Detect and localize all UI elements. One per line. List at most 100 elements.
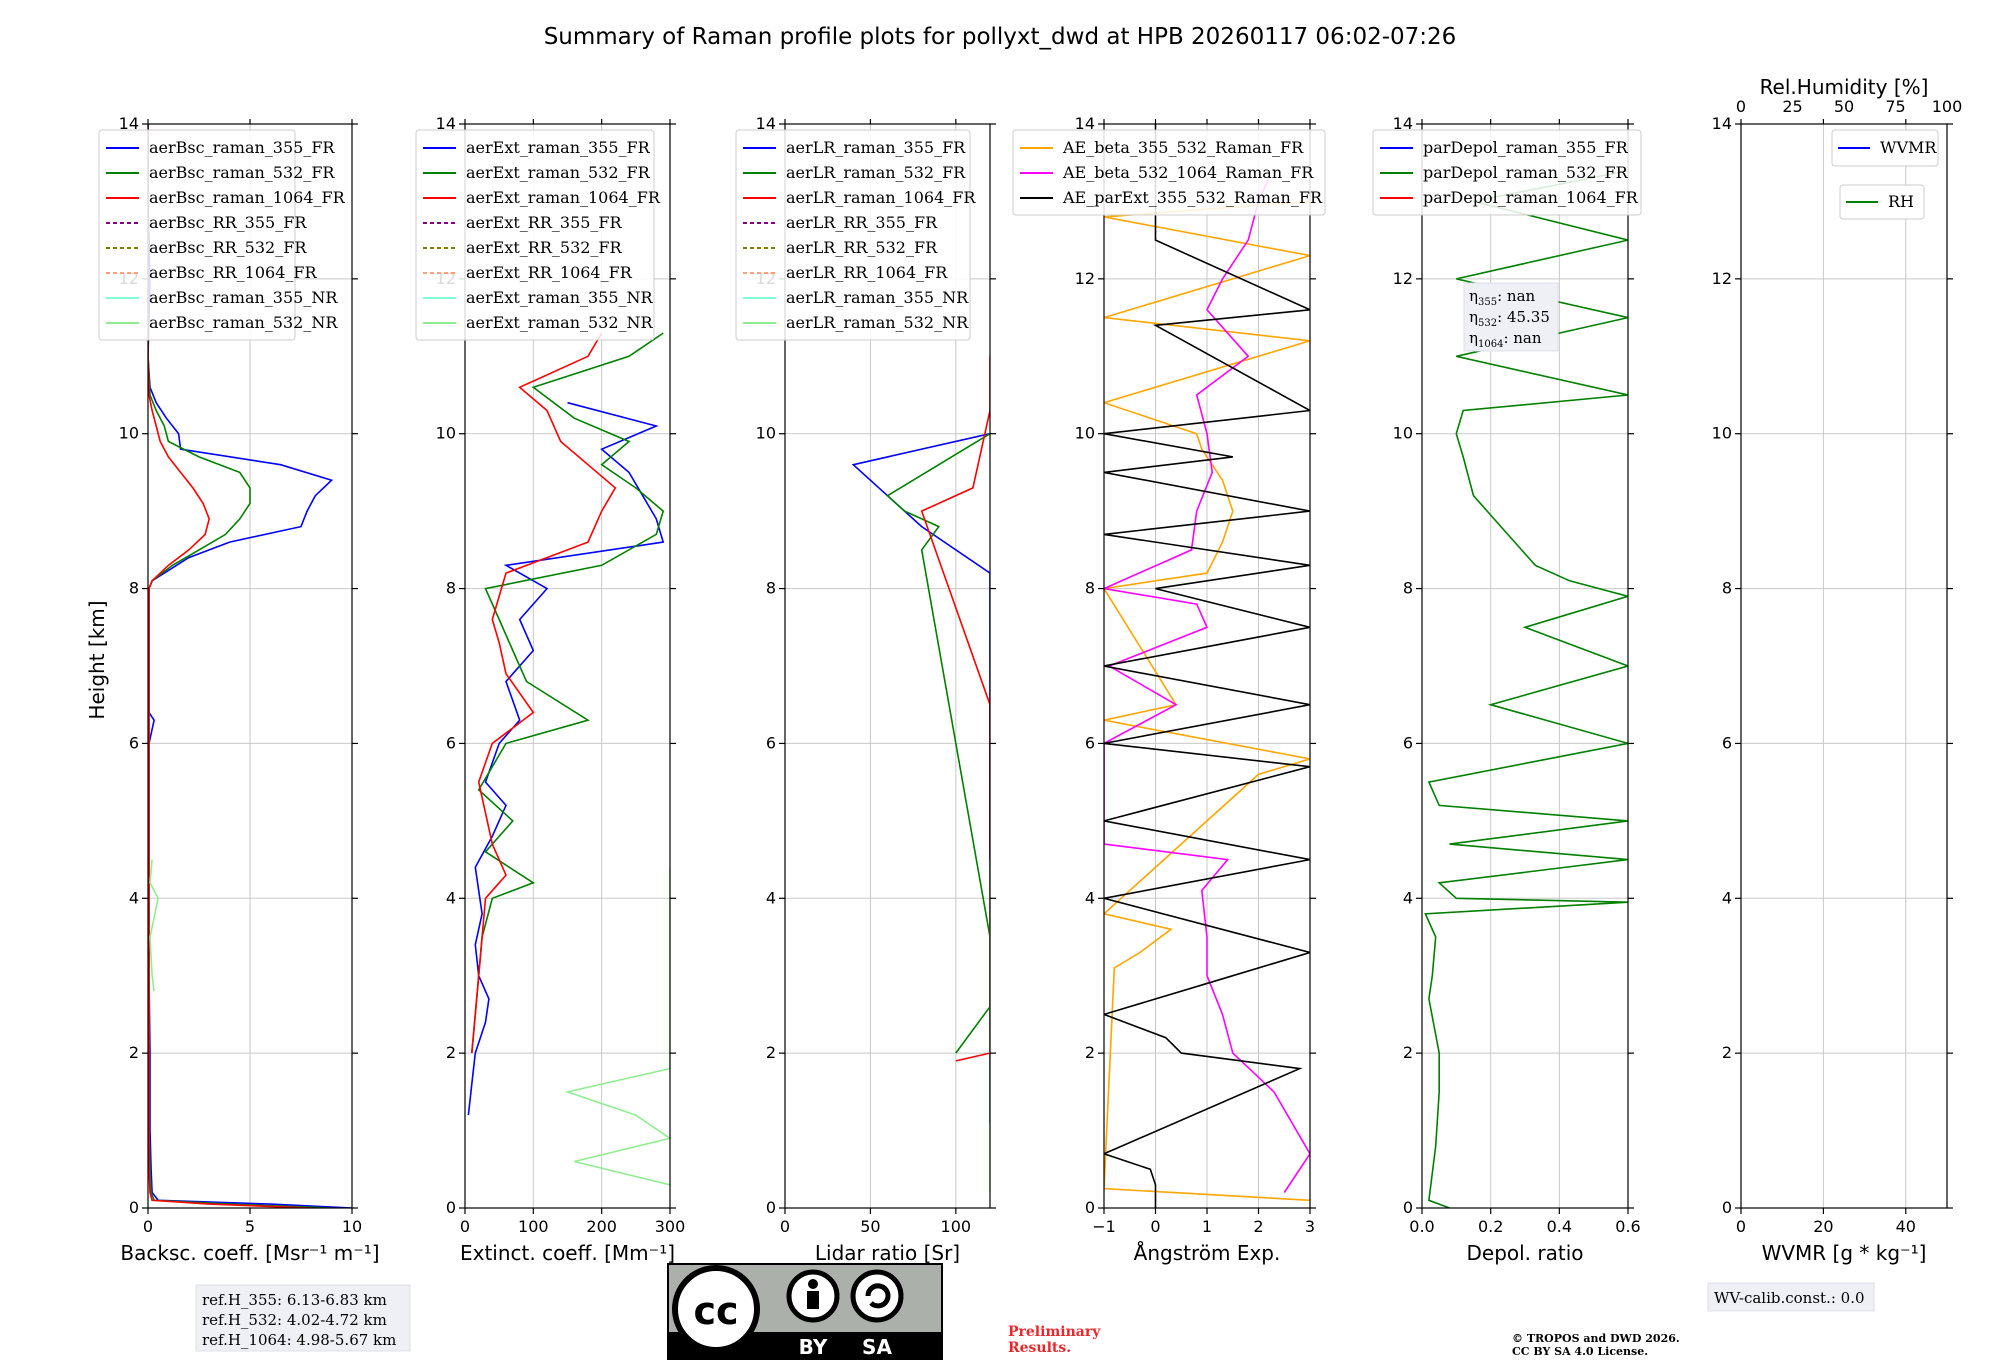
xtick-label-ae-0: −1 — [1092, 1217, 1116, 1236]
legend-box-wvmr — [1831, 129, 1939, 167]
panel-ext: 010020030002468101214Extinct. coeff. [Mm… — [415, 114, 686, 1265]
ref-height-532: ref.H_532: 4.02-4.72 km — [202, 1311, 387, 1329]
xtick-label-depol-1: 0.2 — [1478, 1217, 1503, 1236]
legend-label-ae-0: AE_beta_355_532_Raman_FR — [1062, 138, 1304, 157]
legend-box-depol — [1372, 129, 1642, 216]
series-aerLR_raman_532_FR — [886, 433, 990, 1054]
series-group-ae — [1104, 124, 1310, 1208]
sa-sharealike-icon-arrow — [865, 1283, 891, 1309]
xtick-label-wv-2: 40 — [1896, 1217, 1916, 1236]
legend-label-ext-4: aerExt_RR_532_FR — [466, 238, 623, 257]
ytick-label-bsc-0: 0 — [129, 1198, 139, 1217]
ytick-label-ext-2: 2 — [446, 1043, 456, 1062]
xtick-label-ext-2: 200 — [586, 1217, 617, 1236]
top-tick-label-rh-0: 0 — [1736, 97, 1746, 116]
ytick-label-lr-10: 10 — [756, 424, 776, 443]
preliminary-note-line1: Preliminary — [1008, 1324, 1101, 1340]
ytick-label-wv-8: 8 — [1722, 579, 1732, 598]
ytick-label-ext-14: 14 — [436, 114, 456, 133]
ytick-label-bsc-2: 2 — [129, 1043, 139, 1062]
by-label: BY — [799, 1335, 828, 1359]
wv-calib-box: WV-calib.const.: 0.0 — [1707, 1282, 1875, 1312]
legend-label-lr-2: aerLR_raman_1064_FR — [786, 188, 976, 207]
legend-wv: WVMR RH — [1831, 129, 1939, 220]
legend-label-lr-5: aerLR_RR_1064_FR — [786, 263, 948, 282]
xaxis-label-ae: Ångström Exp. — [1134, 1241, 1281, 1265]
legend-label-depol-2: parDepol_raman_1064_FR — [1423, 188, 1639, 207]
series-aerLR_raman_355_FR — [851, 432, 990, 1123]
ytick-label-bsc-10: 10 — [119, 424, 139, 443]
legend-label-bsc-2: aerBsc_raman_1064_FR — [149, 188, 346, 207]
legend-ae: AE_beta_355_532_Raman_FR AE_beta_532_1064… — [1012, 129, 1326, 216]
sa-label: SA — [862, 1335, 892, 1359]
legend-label-ext-3: aerExt_RR_355_FR — [466, 213, 623, 232]
series-aerExt_raman_355_FR — [467, 401, 665, 1116]
xaxis-label-ext: Extinct. coeff. [Mm⁻¹] — [460, 1241, 675, 1265]
ytick-label-lr-4: 4 — [766, 888, 776, 907]
xtick-label-depol-2: 0.4 — [1547, 1217, 1572, 1236]
ytick-label-wv-12: 12 — [1712, 269, 1732, 288]
xtick-label-ext-1: 100 — [518, 1217, 549, 1236]
legend-label-bsc-1: aerBsc_raman_532_FR — [149, 163, 335, 182]
ytick-label-wv-6: 6 — [1722, 733, 1732, 752]
figure-title: Summary of Raman profile plots for polly… — [544, 24, 1457, 50]
ytick-label-ext-6: 6 — [446, 733, 456, 752]
ytick-label-lr-0: 0 — [766, 1198, 776, 1217]
legend-label-bsc-6: aerBsc_raman_355_NR — [149, 288, 338, 307]
ytick-label-wv-10: 10 — [1712, 424, 1732, 443]
xtick-label-bsc-0: 0 — [143, 1217, 153, 1236]
top-axis-label-rh: Rel.Humidity [%] — [1760, 75, 1929, 99]
ytick-label-wv-2: 2 — [1722, 1043, 1732, 1062]
ytick-label-bsc-6: 6 — [129, 733, 139, 752]
axes-frame-wv — [1740, 123, 1948, 1209]
preliminary-note-line2: Results. — [1008, 1340, 1071, 1356]
xtick-label-ae-4: 3 — [1305, 1217, 1315, 1236]
ref-height-1064: ref.H_1064: 4.98-5.67 km — [202, 1331, 396, 1349]
legend-bsc: aerBsc_raman_355_FR aerBsc_raman_532_FRae… — [98, 129, 346, 341]
xtick-label-depol-3: 0.6 — [1615, 1217, 1640, 1236]
legend-label-ext-0: aerExt_raman_355_FR — [466, 138, 651, 157]
series-aerExt_raman_532_FR — [471, 332, 665, 1054]
eta-box-bg — [1463, 282, 1559, 352]
ytick-label-lr-6: 6 — [766, 733, 776, 752]
ytick-label-ext-8: 8 — [446, 579, 456, 598]
series-group-depol — [1424, 169, 1628, 1208]
legend-label-bsc-0: aerBsc_raman_355_FR — [149, 138, 335, 157]
legend-label-wvmr: WVMR — [1880, 138, 1937, 157]
panel-wv: 0 20 40 0 2 4 6 8 10 12 14 WVMR [g * kg⁻¹] WVMR RH Rel… — [1712, 75, 1963, 1265]
top-tick-label-rh-1: 25 — [1782, 97, 1802, 116]
ytick-label-wv-14: 14 — [1712, 114, 1732, 133]
panel-lr: 05010002468101214Lidar ratio [Sr]aerLR_r… — [735, 114, 996, 1265]
wv-calib-box-bg — [1707, 1282, 1875, 1312]
ytick-label-depol-12: 12 — [1393, 269, 1413, 288]
series-aerBsc_raman_1064_FR — [148, 124, 312, 1208]
ytick-label-depol-14: 14 — [1393, 114, 1413, 133]
legend-label-bsc-4: aerBsc_RR_532_FR — [149, 238, 307, 257]
copyright-line1: © TROPOS and DWD 2026. — [1512, 1332, 1680, 1345]
legend-label-lr-3: aerLR_RR_355_FR — [786, 213, 938, 232]
legend-label-lr-4: aerLR_RR_532_FR — [786, 238, 938, 257]
series-aerExt_raman_1064_FR — [471, 332, 617, 1054]
xtick-label-ext-0: 0 — [460, 1217, 470, 1236]
legend-depol: parDepol_raman_355_FR parDepol_raman_532_… — [1372, 129, 1642, 216]
ytick-label-ae-12: 12 — [1075, 269, 1095, 288]
ytick-label-wv-0: 0 — [1722, 1198, 1732, 1217]
ytick-label-ae-8: 8 — [1085, 579, 1095, 598]
xtick-label-ext-3: 300 — [655, 1217, 686, 1236]
ytick-label-lr-8: 8 — [766, 579, 776, 598]
ref-height-box-bg — [195, 1284, 411, 1352]
ytick-label-depol-2: 2 — [1403, 1043, 1413, 1062]
ytick-label-depol-4: 4 — [1403, 888, 1413, 907]
eta-355: η355: nan — [1469, 287, 1536, 308]
legend-label-ext-5: aerExt_RR_1064_FR — [466, 263, 633, 282]
series-AE_beta_355_532_Raman_FR — [1104, 200, 1310, 1202]
axes-frame-lr — [784, 123, 991, 1209]
panels-group: 051002468101214Backsc. coeff. [Msr⁻¹ m⁻¹… — [98, 75, 1963, 1265]
series-group-ext — [467, 332, 670, 1186]
legend-label-rh: RH — [1888, 192, 1914, 211]
ytick-label-wv-4: 4 — [1722, 888, 1732, 907]
ytick-label-ext-4: 4 — [446, 888, 456, 907]
legend-label-depol-0: parDepol_raman_355_FR — [1423, 138, 1629, 157]
